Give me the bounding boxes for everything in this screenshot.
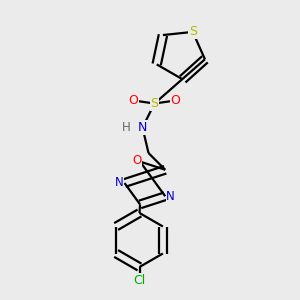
Text: N: N — [166, 190, 175, 203]
Text: Cl: Cl — [134, 274, 146, 287]
Text: H: H — [122, 121, 130, 134]
Text: S: S — [151, 97, 158, 110]
Text: O: O — [129, 94, 138, 107]
Text: O: O — [171, 94, 180, 107]
Text: O: O — [132, 154, 142, 166]
Text: N: N — [138, 121, 147, 134]
Text: N: N — [115, 176, 124, 190]
Text: S: S — [189, 26, 197, 38]
